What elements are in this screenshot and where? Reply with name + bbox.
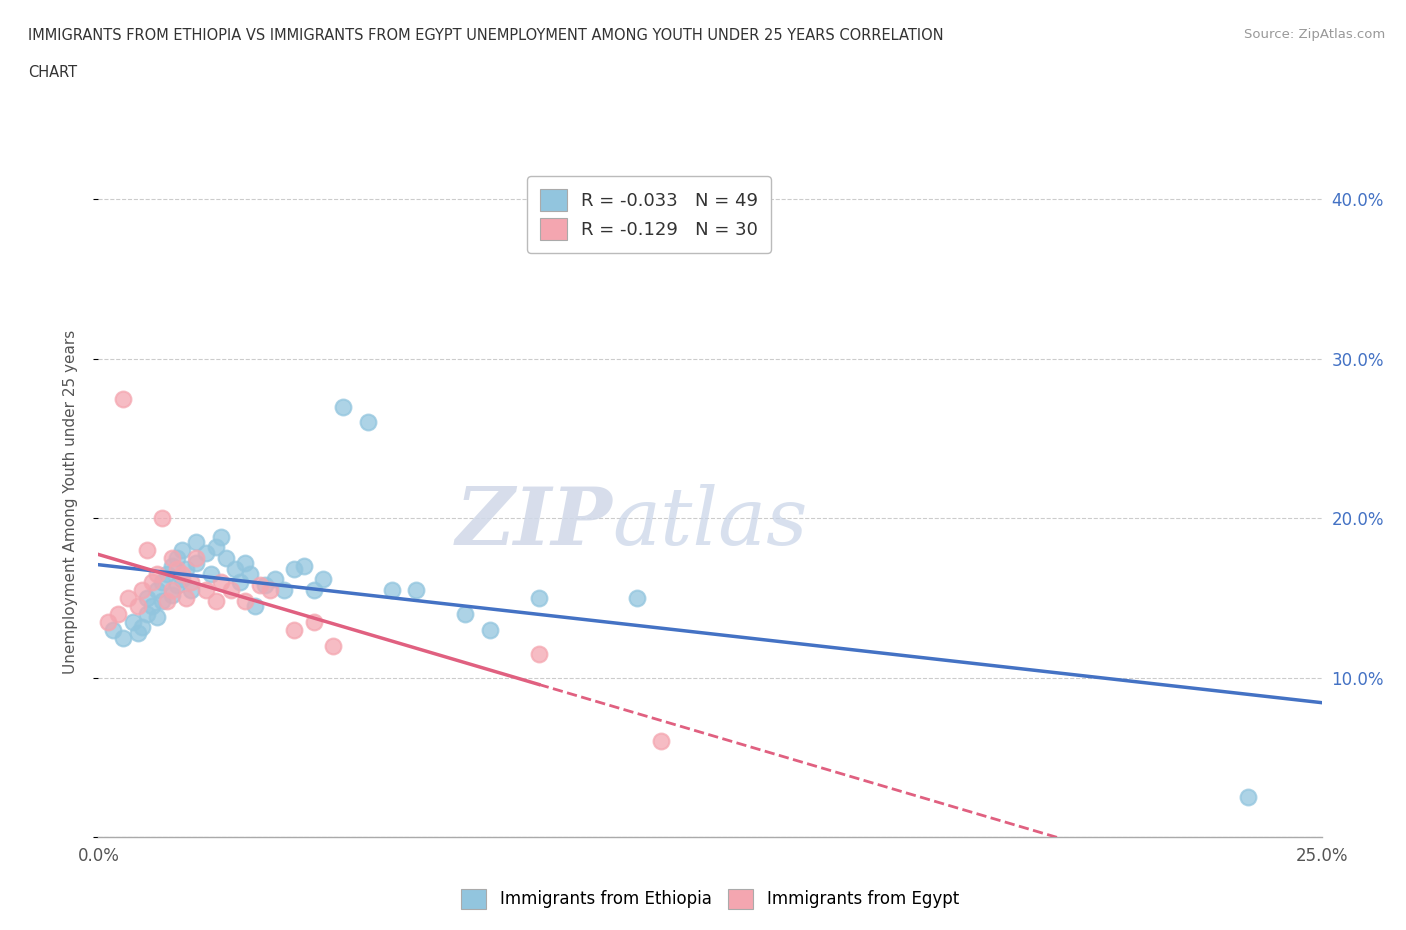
Point (219, 582, 242, 597)
Point (166, 562, 188, 577)
Point (136, 591, 159, 605)
Point (195, 582, 218, 597)
Point (111, 392, 134, 406)
Point (259, 582, 281, 597)
Point (146, 582, 169, 597)
Point (273, 582, 295, 597)
Point (176, 562, 198, 577)
Point (1237, 790, 1260, 804)
Point (166, 578, 188, 592)
Point (312, 571, 335, 586)
Point (176, 591, 198, 605)
Point (205, 539, 228, 554)
Point (160, 559, 183, 574)
Point (527, 646, 550, 661)
Point (626, 591, 648, 605)
Point (101, 622, 124, 637)
Point (214, 551, 236, 565)
Point (160, 582, 183, 597)
Point (141, 598, 163, 613)
Point (263, 571, 285, 586)
Point (243, 598, 266, 613)
Point (186, 551, 208, 565)
Point (146, 609, 169, 624)
Point (209, 575, 232, 590)
Text: atlas: atlas (612, 484, 807, 561)
Point (233, 593, 256, 608)
Point (117, 591, 139, 605)
Point (302, 615, 325, 630)
Y-axis label: Unemployment Among Youth under 25 years: Unemployment Among Youth under 25 years (63, 330, 77, 674)
Point (150, 593, 173, 608)
Point (150, 511, 173, 525)
Point (381, 582, 404, 597)
Point (249, 578, 271, 592)
Point (170, 542, 193, 557)
Point (107, 606, 129, 621)
Point (136, 542, 159, 557)
Text: Source: ZipAtlas.com: Source: ZipAtlas.com (1244, 28, 1385, 41)
Point (186, 555, 208, 570)
Point (209, 530, 232, 545)
Point (170, 571, 193, 586)
Point (180, 582, 202, 597)
Point (233, 555, 256, 570)
Point (229, 575, 252, 590)
Point (180, 575, 202, 590)
Point (127, 626, 149, 641)
Point (141, 575, 163, 590)
Text: IMMIGRANTS FROM ETHIOPIA VS IMMIGRANTS FROM EGYPT UNEMPLOYMENT AMONG YOUTH UNDER: IMMIGRANTS FROM ETHIOPIA VS IMMIGRANTS F… (28, 28, 943, 43)
Point (224, 562, 246, 577)
Point (239, 566, 262, 581)
Point (253, 578, 276, 592)
Point (156, 593, 179, 608)
Point (283, 622, 305, 637)
Point (156, 566, 179, 581)
Point (292, 559, 315, 574)
Point (302, 582, 325, 597)
Point (454, 606, 477, 621)
Point (97, 615, 120, 630)
Point (131, 582, 153, 597)
Point (332, 399, 354, 414)
Point (405, 582, 427, 597)
Point (111, 631, 134, 645)
Point (283, 562, 305, 577)
Point (136, 606, 159, 621)
Point (478, 622, 501, 637)
Text: CHART: CHART (28, 65, 77, 80)
Text: ZIP: ZIP (456, 484, 612, 561)
Point (650, 734, 672, 749)
Point (131, 619, 153, 634)
Point (195, 546, 218, 561)
Point (186, 535, 208, 550)
Point (166, 551, 188, 565)
Point (527, 591, 550, 605)
Point (127, 598, 149, 613)
Point (170, 566, 193, 581)
Point (150, 575, 173, 590)
Point (200, 566, 222, 581)
Legend: Immigrants from Ethiopia, Immigrants from Egypt: Immigrants from Ethiopia, Immigrants fro… (454, 882, 966, 916)
Point (205, 593, 228, 608)
Point (356, 415, 378, 430)
Point (160, 551, 183, 565)
Point (121, 615, 143, 630)
Point (322, 638, 344, 653)
Point (160, 587, 183, 602)
Point (146, 566, 169, 581)
